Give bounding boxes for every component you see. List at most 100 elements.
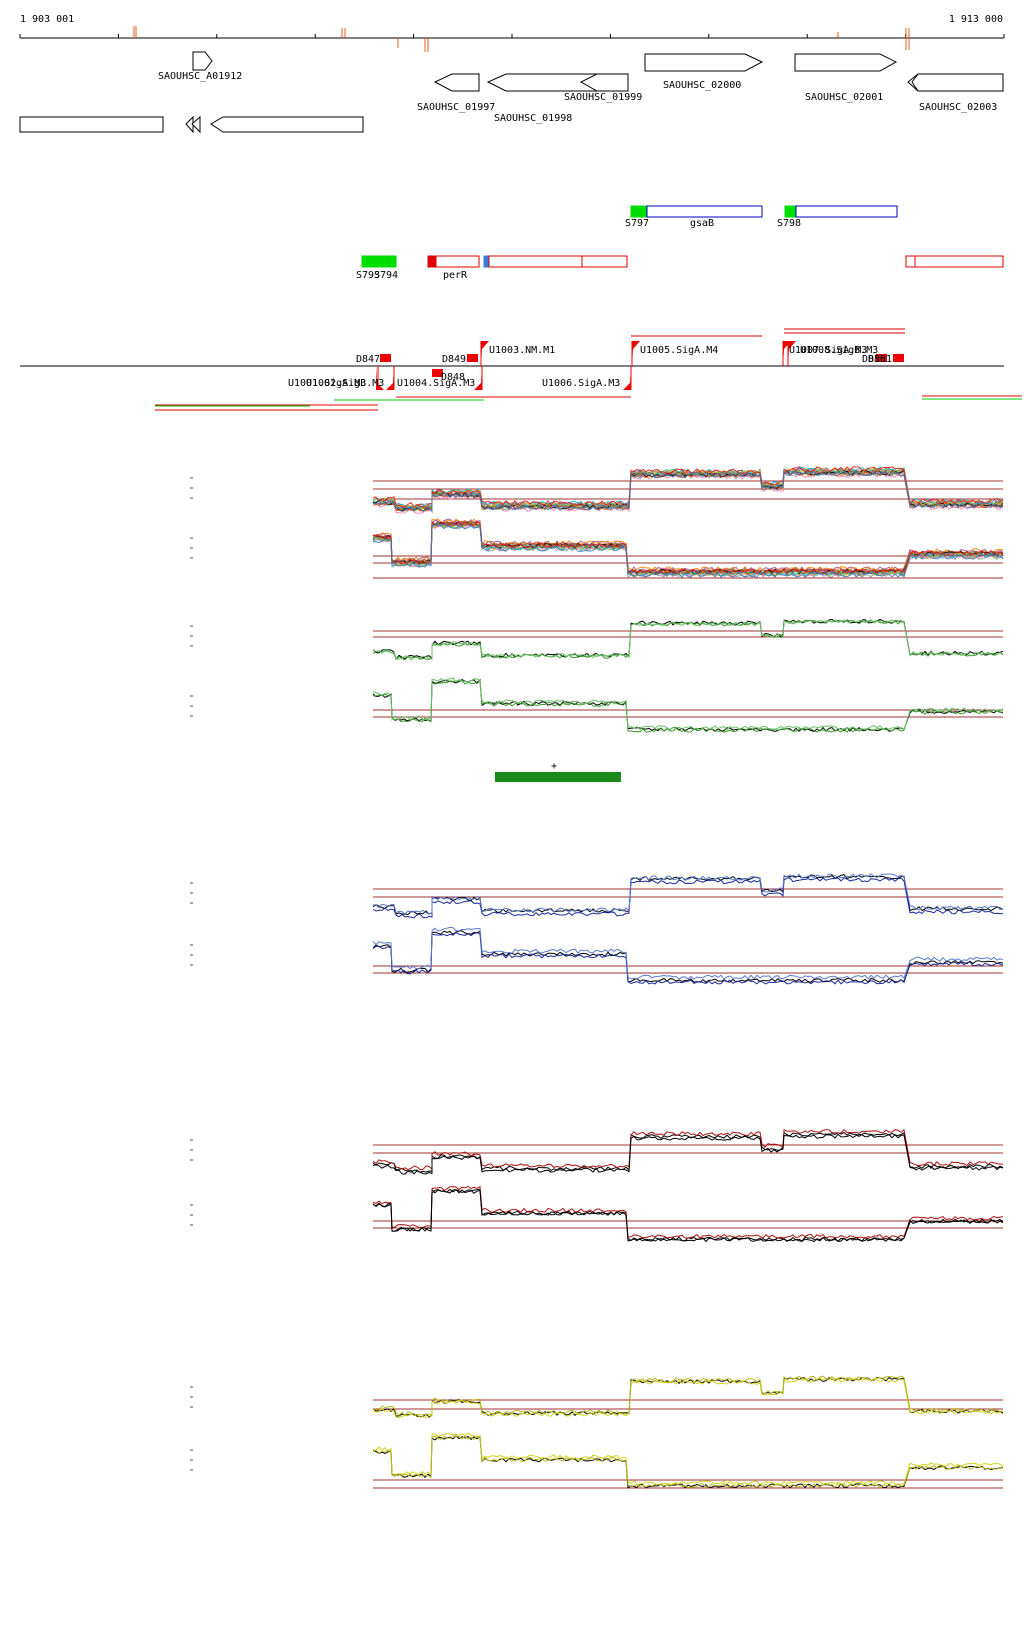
transcript-track: S797 gsaB S798 S793 S794 perR (356, 205, 1004, 281)
promoter-label-U1005: U1005.SigA.M4 (640, 345, 718, 356)
expression-line-upper (372, 619, 1004, 661)
promoter-D848[interactable] (432, 369, 443, 377)
promoter-label-U1008: U1008.SigB.M3 (800, 345, 878, 356)
transcript-label-S793: S793 (356, 270, 380, 281)
promoter-lines (155, 328, 1022, 411)
promoter-marks (376, 341, 904, 390)
expression-line-lower (372, 677, 1004, 731)
promoter-flag-U1004[interactable] (474, 366, 482, 390)
expression-line-lower (372, 522, 1004, 577)
expression-line-upper (372, 1128, 1003, 1171)
transcript-label-perR: perR (443, 270, 468, 281)
transcript-label-gsaB: gsaB (690, 218, 714, 229)
transcript-S793[interactable] (361, 255, 397, 268)
expression-line-lower (372, 520, 1004, 575)
promoter-D850[interactable] (876, 354, 887, 362)
gene-track: SAOUHSC_A01912 SAOUHSC_01997 SAOUHSC_019… (19, 51, 1004, 134)
transcript-mid-1[interactable] (488, 255, 583, 268)
transcript-mid-head[interactable] (483, 255, 490, 268)
promoter-flag-U1007[interactable] (783, 341, 791, 366)
promoter-flag-U1003[interactable] (481, 341, 489, 366)
promoter-label-U1001: U1001.SigA.M3 (288, 378, 366, 389)
ruler-highlights (133, 26, 910, 52)
transcript-gsaB[interactable] (646, 205, 763, 218)
transcript-label-S798: S798 (777, 218, 801, 229)
expression-line-upper (372, 470, 1004, 514)
promoter-label-U1006: U1006.SigA.M3 (542, 378, 620, 389)
transcript-S798[interactable] (784, 205, 797, 218)
expression-line-upper (372, 877, 1004, 919)
promoter-D849[interactable] (467, 354, 478, 362)
transcript-perR[interactable] (435, 255, 480, 268)
expression-line-lower (372, 520, 1004, 575)
promoter-D851[interactable] (893, 354, 904, 362)
region-bar[interactable] (495, 772, 621, 782)
gene-arrow-long[interactable] (210, 116, 364, 133)
expression-line-upper (372, 1377, 1004, 1419)
expression-line-upper (372, 619, 1004, 661)
gene-label: SAOUHSC_A01912 (158, 71, 242, 82)
expression-line-lower (372, 679, 1004, 733)
gene-arrow-SAOUHSC_02001[interactable]: SAOUHSC_02001 (794, 53, 898, 103)
panel-red-condition-group (190, 1128, 1004, 1243)
gene-arrow-SAOUHSC_01999[interactable]: SAOUHSC_01999 (564, 73, 642, 103)
gene-label: SAOUHSC_01998 (494, 113, 572, 124)
expression-line-upper (372, 1375, 1004, 1417)
promoter-flag-U1002[interactable] (386, 366, 394, 390)
expression-line-lower (372, 930, 1004, 983)
promoter-label-D851: D851 (868, 354, 892, 365)
expression-panels (190, 465, 1004, 1489)
transcript-mid-2[interactable] (581, 255, 628, 268)
expression-line-lower (373, 520, 1004, 575)
expression-line-lower (372, 926, 1004, 980)
gene-label: SAOUHSC_01997 (417, 102, 495, 113)
transcript-S798-body[interactable] (795, 205, 898, 218)
promoter-label-U1003: U1003.NM.M1 (489, 345, 555, 356)
expression-line-upper (372, 873, 1004, 915)
expression-line-lower (372, 523, 1004, 579)
gene-arrow-SAOUHSC_A01912[interactable]: SAOUHSC_A01912 (158, 51, 242, 82)
gene-box-left[interactable] (19, 116, 164, 133)
promoter-label-D847: D847 (356, 354, 380, 365)
ruler-end-label: 1 913 000 (949, 14, 1003, 25)
panel-blue-condition-group (190, 873, 1004, 985)
transcript-right-1[interactable] (905, 255, 916, 268)
gene-label: SAOUHSC_01999 (564, 92, 642, 103)
expression-line-lower (372, 1185, 1004, 1240)
region-marker: + (495, 761, 621, 782)
expression-line-lower (372, 521, 1004, 577)
gene-arrow-SAOUHSC_02000[interactable]: SAOUHSC_02000 (644, 53, 764, 91)
promoter-label-D849: D849 (442, 354, 466, 365)
gene-arrow-small-2[interactable] (191, 115, 201, 134)
panel-yellow-condition-group (190, 1375, 1004, 1489)
expression-line-lower (372, 931, 1004, 985)
promoter-label-D848: D848 (441, 372, 465, 383)
expression-line-lower (372, 1432, 1004, 1486)
transcript-label-S797: S797 (625, 218, 649, 229)
ruler-start-label: 1 903 001 (20, 14, 74, 25)
expression-line-lower (372, 521, 1004, 575)
region-marker-label: + (551, 761, 557, 772)
ruler-ticks (19, 34, 1005, 38)
expression-line-lower (372, 1188, 1004, 1242)
expression-line-lower (372, 520, 1004, 575)
promoter-flag-U1005[interactable] (632, 341, 640, 366)
transcript-S797[interactable] (630, 205, 648, 218)
promoter-label-D850: D850 (862, 354, 886, 365)
promoter-label-U1002: U1002.SigB.M3 (306, 378, 384, 389)
promoter-D847[interactable] (380, 354, 391, 362)
coordinate-ruler: 1 903 001 1 913 000 (19, 14, 1005, 52)
expression-line-upper (372, 1133, 1004, 1175)
expression-line-upper (372, 465, 1004, 508)
promoter-flag-U1006[interactable] (623, 366, 631, 390)
expression-line-lower (372, 678, 1004, 732)
gene-arrow-SAOUHSC_01997[interactable]: SAOUHSC_01997 (417, 73, 495, 113)
transcript-right-2[interactable] (914, 255, 1004, 268)
gene-label: SAOUHSC_02000 (663, 80, 741, 91)
transcript-perR-head[interactable] (427, 255, 437, 268)
gene-arrow-SAOUHSC_02003[interactable]: SAOUHSC_02003 (907, 73, 1004, 113)
gene-label: SAOUHSC_02001 (805, 92, 883, 103)
promoter-label-U1004: U1004.SigA.M3 (397, 378, 475, 389)
promoter-flag-U1008[interactable] (788, 341, 796, 366)
